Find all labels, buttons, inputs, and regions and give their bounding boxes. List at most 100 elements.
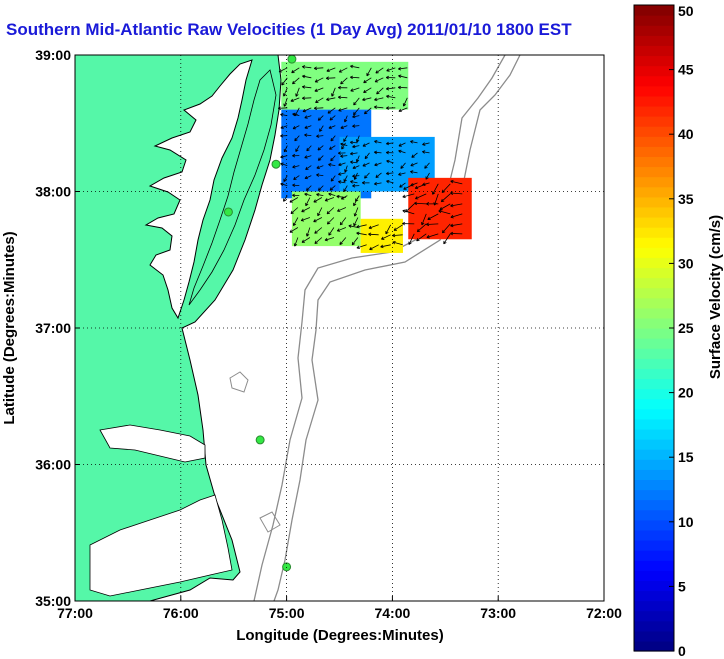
y-tick-label: 35:00 (35, 593, 71, 609)
velocity-arrow (350, 151, 358, 156)
velocity-arrow (326, 67, 336, 72)
velocity-arrow (416, 223, 427, 233)
velocity-arrow (352, 114, 360, 119)
velocity-arrow (374, 162, 382, 167)
velocity-arrow (368, 232, 379, 237)
velocity-arrow (326, 207, 335, 215)
colorbar-swatch (634, 449, 674, 460)
velocity-arrow (410, 162, 418, 167)
velocity-arrow (327, 107, 336, 114)
velocity-arrow (364, 172, 370, 179)
velocity-arrow (329, 115, 336, 121)
velocity-arrow (402, 209, 415, 215)
velocity-arrow (398, 149, 406, 154)
velocity-arrow (376, 87, 384, 95)
velocity-arrow (397, 66, 408, 71)
velocity-arrow (450, 231, 463, 236)
radar-stations (223, 54, 297, 572)
velocity-arrow (385, 86, 396, 91)
velocity-arrow (350, 160, 358, 164)
radar-station-marker (287, 54, 297, 64)
velocity-arrow (432, 183, 439, 195)
colorbar-swatch (634, 237, 674, 248)
velocity-arrow (411, 152, 418, 158)
colorbar-swatch (634, 519, 674, 531)
colorbar-swatch (634, 580, 674, 592)
velocity-arrow (392, 240, 403, 246)
velocity-arrow (330, 135, 336, 142)
velocity-arrow (290, 97, 300, 103)
velocity-arrow (329, 145, 336, 150)
velocity-arrow (338, 172, 346, 176)
velocity-arrow (362, 97, 372, 102)
velocity-arrow (416, 233, 427, 242)
colorbar-swatch (634, 600, 674, 612)
colorbar-swatch (634, 287, 674, 299)
velocity-arrow (301, 96, 312, 100)
velocity-arrow (337, 151, 346, 155)
velocity-arrow (353, 207, 359, 217)
velocity-arrow (293, 217, 299, 227)
velocity-arrow (316, 165, 324, 169)
x-tick-label: 74:00 (374, 605, 410, 621)
velocity-arrow (306, 185, 312, 191)
colorbar-swatch (634, 610, 674, 622)
velocity-arrow (292, 164, 300, 169)
velocity-arrow (343, 135, 348, 142)
velocity-arrow (399, 182, 406, 188)
velocity-arrow (443, 233, 451, 245)
velocity-arrow (363, 77, 372, 84)
velocity-arrow (424, 162, 430, 169)
velocity-arrow (340, 154, 348, 158)
velocity-arrow (362, 142, 370, 147)
velocity-arrow (304, 125, 312, 129)
velocity-arrow (316, 192, 324, 197)
velocity-arrow (331, 87, 336, 97)
velocity-arrow (385, 150, 394, 155)
colorbar-swatch (634, 358, 674, 369)
velocity-arrow (361, 181, 370, 185)
velocity-arrow (351, 237, 359, 246)
velocity-arrow (294, 135, 300, 142)
velocity-arrow (292, 183, 300, 188)
colorbar-swatch (634, 55, 674, 67)
velocity-arrow (280, 134, 288, 138)
colorbar-tick-label: 35 (678, 191, 694, 207)
x-tick-label: 75:00 (269, 605, 305, 621)
velocity-arrow (295, 87, 300, 97)
velocity-arrow (349, 140, 358, 145)
velocity-arrow (300, 217, 311, 222)
velocity-arrow (304, 133, 312, 137)
velocity-arrow (313, 217, 323, 223)
colorbar-swatch (634, 126, 674, 137)
colorbar-swatch (634, 418, 674, 430)
colorbar-swatch (634, 489, 674, 501)
velocity-arrow (282, 87, 288, 97)
velocity-arrow (324, 197, 335, 202)
velocity-arrow (441, 223, 451, 234)
velocity-arrow (328, 163, 336, 167)
velocity-arrow (304, 155, 312, 159)
radar-station-marker (282, 562, 292, 572)
colorbar-swatch (634, 408, 674, 420)
velocity-arrow (317, 145, 324, 151)
velocity-arrow (337, 207, 347, 212)
velocity-arrow (330, 175, 336, 182)
velocity-arrow (277, 106, 288, 111)
velocity-arrow (338, 67, 348, 73)
map-layer (75, 55, 521, 601)
velocity-arrow (326, 217, 335, 225)
velocity-arrow (356, 135, 360, 143)
radar-station-marker (223, 207, 233, 217)
velocity-arrow (450, 179, 463, 185)
velocity-arrow (374, 140, 382, 144)
colorbar-swatch (634, 116, 674, 127)
y-tick-label: 37:00 (35, 320, 71, 336)
colorbar-swatch (634, 368, 674, 380)
velocity-arrow (403, 183, 415, 190)
velocity-arrow (340, 125, 348, 129)
velocity-arrow (289, 227, 299, 233)
colorbar-swatch (634, 640, 674, 652)
velocity-arrow (450, 223, 463, 228)
